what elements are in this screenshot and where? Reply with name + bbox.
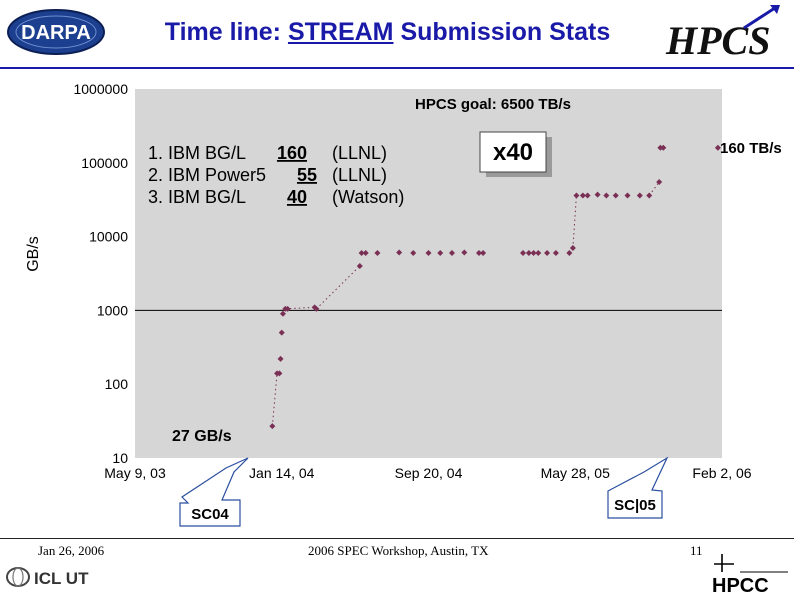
- data-point: [525, 249, 532, 256]
- data-point: [530, 249, 537, 256]
- data-point: [603, 192, 610, 199]
- data-point: [480, 249, 487, 256]
- x-tick-label: May 9, 03: [104, 465, 166, 481]
- data-point: [410, 249, 417, 256]
- y-axis-label: GB/s: [25, 236, 42, 272]
- hpcc-logo-text: HPCC: [712, 575, 769, 595]
- footer-event: 2006 SPEC Workshop, Austin, TX: [308, 543, 489, 558]
- data-point: [277, 355, 284, 362]
- connector-line: [648, 181, 660, 196]
- connector-line: [316, 265, 361, 310]
- data-point: [552, 249, 559, 256]
- data-points: [269, 144, 721, 430]
- x-tick-label: Feb 2, 06: [692, 465, 751, 481]
- rank-3-site: (Watson): [332, 187, 404, 207]
- header-rule: [0, 67, 794, 69]
- footer-rule: [0, 538, 794, 539]
- hpcc-logo: HPCC: [712, 554, 788, 595]
- rank-2-value: 55: [297, 165, 317, 185]
- y-tick-label: 100: [105, 376, 129, 392]
- stream-timeline-chart: 10 100 1000 10000 100000 1000000 May 9, 03 Jan…: [25, 81, 782, 527]
- data-point: [612, 192, 619, 199]
- data-point: [358, 249, 365, 256]
- data-point: [279, 310, 286, 317]
- data-point: [520, 249, 527, 256]
- event-callout-sc05: SC|05: [607, 456, 669, 519]
- rank-1-site: (LLNL): [332, 143, 387, 163]
- data-point: [374, 249, 381, 256]
- goal-label: HPCS goal: 6500 TB/s: [415, 96, 571, 113]
- y-tick-label: 10000: [89, 229, 128, 245]
- data-point: [573, 192, 580, 199]
- hpcs-logo-text: HPCS: [665, 18, 770, 63]
- y-tick-label: 1000: [97, 302, 128, 318]
- data-point: [636, 192, 643, 199]
- data-point: [660, 144, 667, 151]
- data-point: [313, 305, 320, 312]
- data-point: [579, 192, 586, 199]
- data-point: [396, 249, 403, 256]
- data-point: [569, 245, 576, 252]
- data-point: [269, 423, 276, 430]
- y-axis-ticks: 10 100 1000 10000 100000 1000000: [73, 81, 128, 466]
- data-point: [425, 249, 432, 256]
- page-title: Time line: STREAM Submission Stats: [120, 18, 655, 47]
- hpcs-logo: HPCS: [665, 4, 780, 63]
- event-label-sc05: SC|05: [614, 497, 656, 514]
- data-point: [594, 191, 601, 198]
- rank-1-value: 160: [277, 143, 307, 163]
- data-point: [584, 192, 591, 199]
- top-value-label: 160 TB/s: [720, 140, 782, 157]
- y-tick-label: 1000000: [73, 81, 128, 97]
- data-point: [276, 370, 283, 377]
- data-point: [448, 249, 455, 256]
- data-point: [475, 249, 482, 256]
- data-point: [566, 249, 573, 256]
- footer-page-number: 11: [690, 543, 703, 558]
- plot-area: [135, 89, 722, 458]
- data-point: [461, 249, 468, 256]
- x-axis-ticks: May 9, 03 Jan 14, 04 Sep 20, 04 May 28, 05 F…: [104, 465, 752, 481]
- ranking-list: 1. IBM BG/L 160 (LLNL) 2. IBM Power5 55 …: [148, 143, 404, 207]
- data-point: [535, 249, 542, 256]
- footer-date: Jan 26, 2006: [38, 543, 105, 558]
- multiplier-callout: x40: [479, 131, 552, 177]
- data-point: [362, 249, 369, 256]
- rank-2-name: 2. IBM Power5: [148, 165, 266, 185]
- data-point: [356, 262, 363, 269]
- data-point: [624, 192, 631, 199]
- y-tick-label: 100000: [81, 155, 128, 171]
- data-point: [646, 192, 653, 199]
- title-prefix: Time line:: [164, 18, 288, 46]
- title-suffix: Submission Stats: [393, 18, 611, 46]
- start-value-label: 27 GB/s: [172, 428, 232, 445]
- icl-logo-text: ICL UT: [34, 569, 89, 588]
- data-point: [544, 249, 551, 256]
- data-point: [437, 249, 444, 256]
- event-label-sc04: SC04: [191, 506, 229, 523]
- rank-3-value: 40: [287, 187, 307, 207]
- icl-logo: ICL UT: [6, 567, 89, 588]
- multiplier-label: x40: [493, 139, 533, 166]
- rank-3-name: 3. IBM BG/L: [148, 187, 246, 207]
- data-point: [714, 144, 721, 151]
- data-point: [284, 305, 291, 312]
- y-tick-label: 10: [112, 450, 128, 466]
- data-point: [656, 178, 663, 185]
- rank-2-site: (LLNL): [332, 165, 387, 185]
- rank-1-name: 1. IBM BG/L: [148, 143, 246, 163]
- darpa-logo: DARPA: [7, 9, 105, 55]
- title-link: STREAM: [287, 18, 394, 46]
- x-tick-label: May 28, 05: [541, 465, 610, 481]
- darpa-logo-text: DARPA: [21, 22, 91, 44]
- x-tick-label: Sep 20, 04: [395, 465, 463, 481]
- event-callout-sc04: SC04: [179, 457, 249, 527]
- data-point: [278, 329, 285, 336]
- x-tick-label: Jan 14, 04: [249, 465, 315, 481]
